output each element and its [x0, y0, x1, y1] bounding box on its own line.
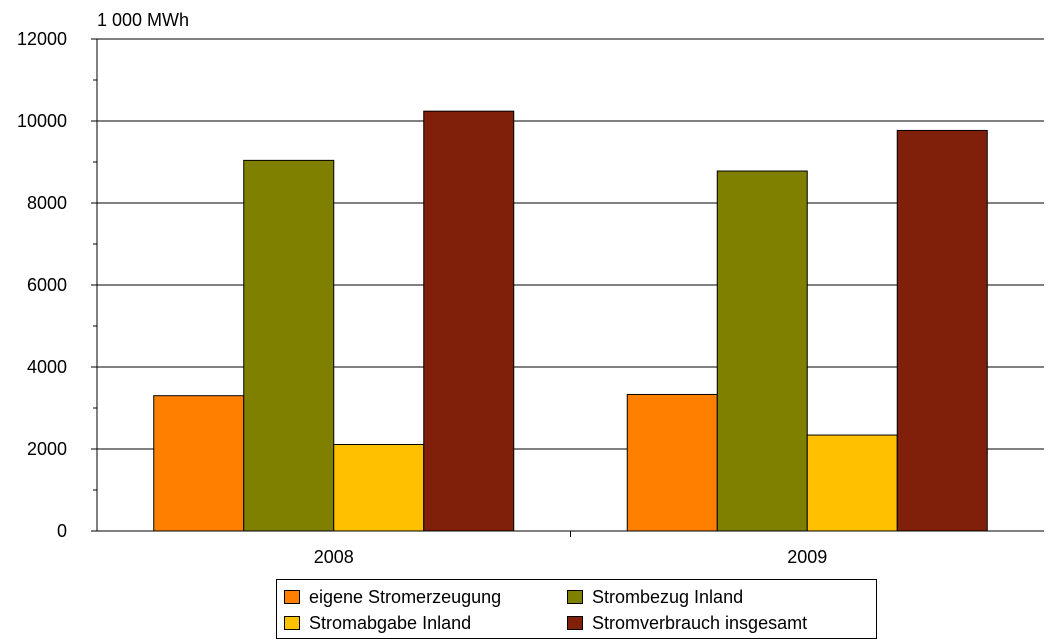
bar-2009-4 — [896, 129, 988, 532]
legend-label: Stromverbrauch insgesamt — [592, 612, 808, 633]
legend-swatch — [567, 616, 583, 630]
bars — [153, 110, 988, 532]
y-tick-label: 4000 — [27, 357, 67, 377]
bar-2008-3 — [333, 443, 425, 532]
y-tick-label: 2000 — [27, 439, 67, 459]
legend-label: eigene Stromerzeugung — [309, 586, 502, 607]
bar-2008-1 — [153, 395, 245, 532]
y-tick-label: 12000 — [17, 29, 67, 49]
y-tick-label: 8000 — [27, 193, 67, 213]
axes: 0 2000 4000 6000 8000 10000 12000 2008 2009 — [17, 29, 1044, 567]
y-axis-unit-label: 1 000 MWh — [97, 10, 189, 30]
legend-swatch — [284, 590, 300, 604]
bar-2008-2 — [243, 159, 335, 532]
y-tick-label: 10000 — [17, 111, 67, 131]
legend-label: Stromabgabe Inland — [309, 612, 472, 633]
legend: eigene Stromerzeugung Strombezug Inland … — [276, 579, 877, 639]
y-tick-label: 6000 — [27, 275, 67, 295]
legend-item-eigene-stromerzeugung: eigene Stromerzeugung — [284, 584, 501, 610]
legend-item-stromverbrauch-insgesamt: Stromverbrauch insgesamt — [567, 610, 807, 636]
legend-item-stromabgabe-inland: Stromabgabe Inland — [284, 610, 471, 636]
bar-2009-1 — [626, 393, 718, 532]
bar-2008-4 — [423, 110, 515, 532]
legend-item-strombezug-inland: Strombezug Inland — [567, 584, 743, 610]
legend-swatch — [284, 616, 300, 630]
legend-label: Strombezug Inland — [592, 586, 744, 607]
y-tick-label: 0 — [57, 521, 67, 541]
legend-swatch — [567, 590, 583, 604]
bar-2009-2 — [716, 170, 808, 532]
bar-2009-3 — [806, 434, 898, 532]
x-tick-label: 2008 — [314, 547, 354, 567]
x-tick-label: 2009 — [787, 547, 827, 567]
